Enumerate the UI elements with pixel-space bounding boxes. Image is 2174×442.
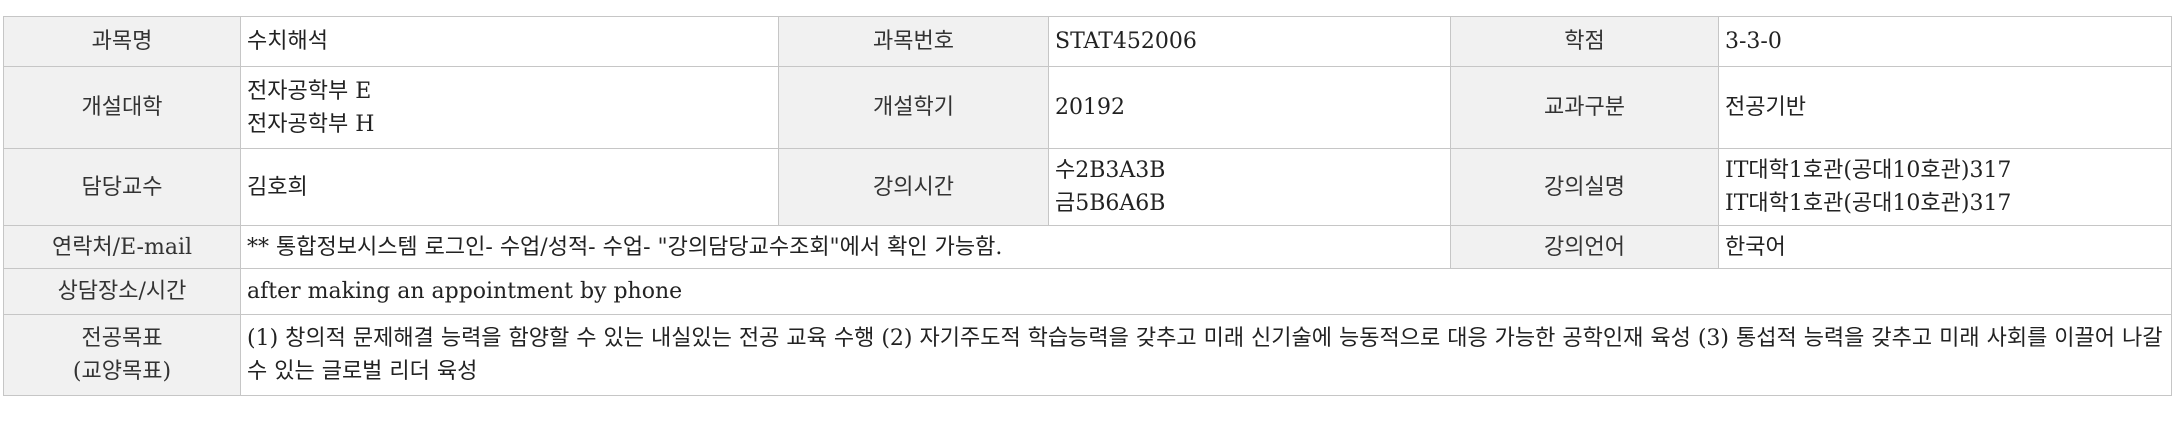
row-contact: 연락처/E-mail ** 통합정보시스템 로그인- 수업/성적- 수업- "강… (3, 225, 2172, 269)
lecture-time-label: 강의시간 (778, 148, 1049, 226)
lecture-room-label: 강의실명 (1450, 148, 1719, 226)
category-label: 교과구분 (1450, 66, 1719, 149)
contact-label: 연락처/E-mail (3, 225, 241, 269)
row-consult: 상담장소/시간 after making an appointment by p… (3, 268, 2172, 315)
row-professor: 담당교수 김호희 강의시간 수2B3A3B 금5B6A6B 강의실명 IT대학1… (3, 148, 2172, 226)
credits-value: 3-3-0 (1718, 16, 2172, 67)
semester-value: 20192 (1048, 66, 1451, 149)
college-label: 개설대학 (3, 66, 241, 149)
goal-value: (1) 창의적 문제해결 능력을 함양할 수 있는 내실있는 전공 교육 수행 … (240, 314, 2172, 396)
contact-value: ** 통합정보시스템 로그인- 수업/성적- 수업- "강의담당교수조회"에서 … (240, 225, 1451, 269)
lecture-room-value: IT대학1호관(공대10호관)317 IT대학1호관(공대10호관)317 (1718, 148, 2172, 226)
category-value: 전공기반 (1718, 66, 2172, 149)
lecture-time-line-2: 금5B6A6B (1055, 191, 1166, 216)
goal-label-line-1: 전공목표 (81, 326, 163, 351)
row-college: 개설대학 전자공학부 E 전자공학부 H 개설학기 20192 교과구분 전공기… (3, 66, 2172, 149)
college-value: 전자공학부 E 전자공학부 H (240, 66, 779, 149)
lecture-time-line-1: 수2B3A3B (1055, 158, 1166, 183)
consult-label: 상담장소/시간 (3, 268, 241, 315)
course-info-table: 과목명 수치해석 과목번호 STAT452006 학점 3-3-0 개설대학 전… (3, 16, 2172, 396)
language-value: 한국어 (1718, 225, 2172, 269)
language-label: 강의언어 (1450, 225, 1719, 269)
goal-label-line-2: (교양목표) (72, 359, 172, 384)
row-course-name: 과목명 수치해석 과목번호 STAT452006 학점 3-3-0 (3, 16, 2172, 67)
college-line-2: 전자공학부 H (247, 111, 375, 137)
lecture-time-value: 수2B3A3B 금5B6A6B (1048, 148, 1451, 226)
course-number-label: 과목번호 (778, 16, 1049, 67)
course-name-value: 수치해석 (240, 16, 779, 67)
lecture-room-line-1: IT대학1호관(공대10호관)317 (1725, 158, 2012, 183)
course-name-label: 과목명 (3, 16, 241, 67)
course-number-value: STAT452006 (1048, 16, 1451, 67)
goal-label: 전공목표 (교양목표) (3, 314, 241, 396)
credits-label: 학점 (1450, 16, 1719, 67)
semester-label: 개설학기 (778, 66, 1049, 149)
professor-label: 담당교수 (3, 148, 241, 226)
professor-value: 김호희 (240, 148, 779, 226)
consult-value: after making an appointment by phone (240, 268, 2172, 315)
lecture-room-line-2: IT대학1호관(공대10호관)317 (1725, 191, 2012, 216)
college-line-1: 전자공학부 E (247, 78, 372, 104)
row-goal: 전공목표 (교양목표) (1) 창의적 문제해결 능력을 함양할 수 있는 내실… (3, 314, 2172, 396)
